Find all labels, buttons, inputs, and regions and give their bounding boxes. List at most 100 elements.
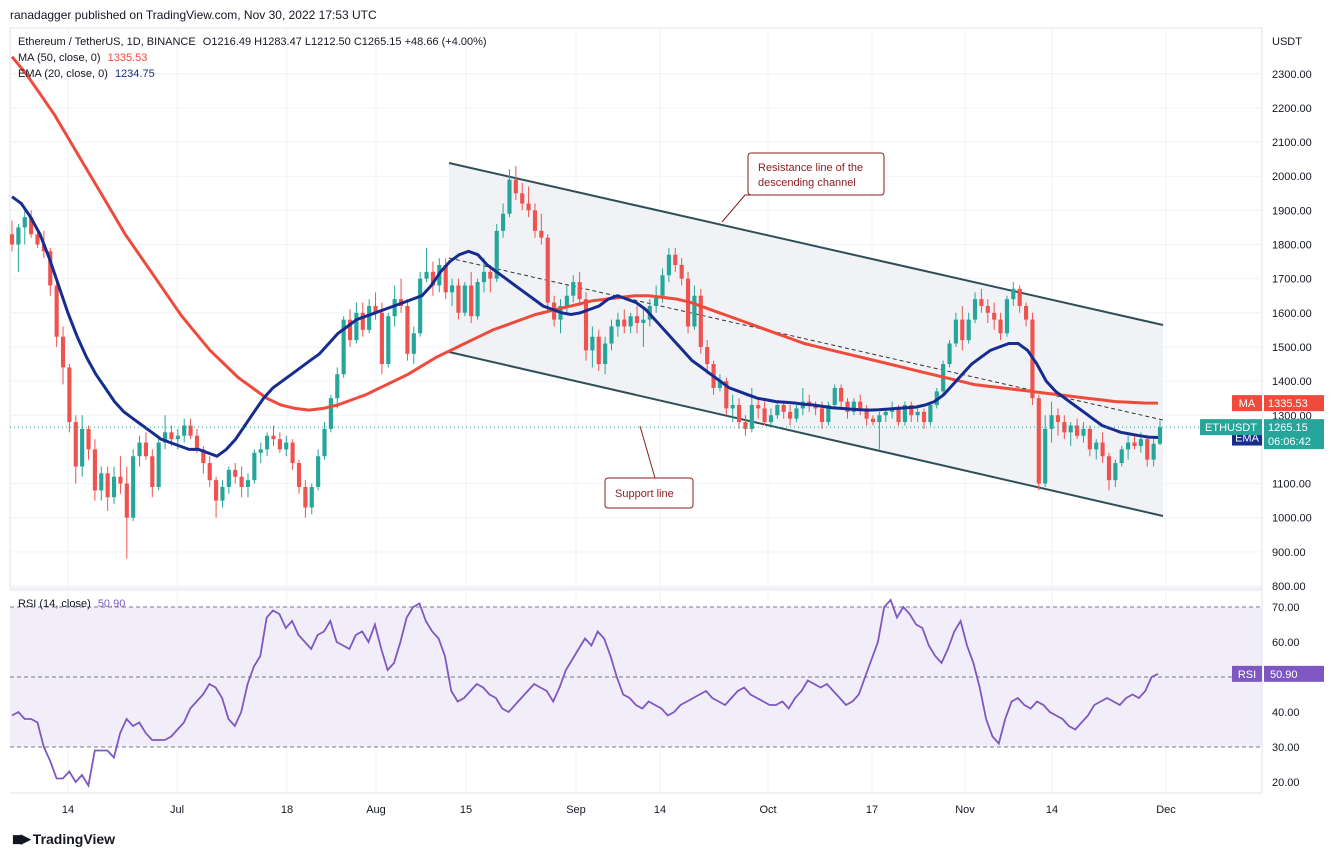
- price-tick-label: 1900.00: [1272, 205, 1312, 217]
- candle-body: [86, 428, 91, 450]
- price-countdown-box: [1264, 419, 1324, 450]
- candle-body: [309, 486, 314, 508]
- support-callout-pointer: [639, 425, 656, 479]
- candle-body: [532, 210, 538, 231]
- candle-body: [456, 285, 461, 313]
- candle-body: [775, 405, 780, 416]
- price-unit-label: USDT: [1272, 36, 1302, 48]
- candle-body: [724, 381, 729, 409]
- ma-price-badge-tag-label: MA: [1239, 398, 1256, 410]
- tradingview-brand[interactable]: ◼▶ TradingView: [12, 831, 115, 847]
- candle-body: [252, 452, 257, 481]
- price-axis[interactable]: USDT 2300.00 2200.00 2100.00 2000.00 1900.00 1…: [1200, 36, 1324, 593]
- candle-body: [430, 271, 436, 286]
- current-price-badge[interactable]: ETHUSDT 1265.15 06:06:42: [1200, 419, 1324, 450]
- candle-body: [717, 381, 723, 388]
- candle-body: [762, 408, 767, 423]
- candle-body: [271, 435, 276, 440]
- candle-body: [513, 179, 518, 194]
- candle-body: [150, 456, 155, 487]
- price-tick-label: 2100.00: [1272, 137, 1312, 149]
- ohlc-values: O1216.49 H1283.47 L1212.50 C1265.15 +48.…: [202, 36, 487, 48]
- candle-body: [501, 213, 506, 231]
- price-tick-label: 900.00: [1272, 547, 1306, 559]
- ma-price-badge-tag: [1232, 395, 1262, 412]
- candle-body: [131, 456, 136, 518]
- time-axis[interactable]: 14 Jul 18 Aug 15 Sep 14 Oct 17 Nov 14 Dec: [62, 804, 1176, 816]
- candle-body: [367, 305, 372, 330]
- candle-body: [418, 278, 423, 334]
- candle-body: [162, 432, 168, 443]
- candle-body: [915, 411, 920, 416]
- candle-body: [54, 285, 59, 337]
- resistance-callout-text: descending channel: [758, 177, 856, 189]
- candle-body: [284, 442, 289, 450]
- candle-body: [972, 299, 978, 320]
- price-tick-label: 1000.00: [1272, 513, 1312, 525]
- candle-body: [60, 336, 66, 368]
- candle-body: [360, 312, 365, 330]
- candle-body: [156, 442, 161, 487]
- candle-body: [1004, 299, 1010, 334]
- candle-body: [526, 203, 531, 211]
- rsi-tick-label: 30.00: [1272, 742, 1300, 754]
- time-tick-label: 14: [654, 804, 666, 816]
- candle-body: [839, 387, 844, 402]
- candle-body: [539, 230, 544, 238]
- candle-body: [864, 408, 869, 419]
- candle-body: [277, 439, 282, 450]
- candle-body: [781, 405, 786, 412]
- candle-body: [290, 442, 295, 464]
- price-tick-label: 1800.00: [1272, 240, 1312, 252]
- candle-body: [590, 336, 595, 351]
- candle-body: [966, 319, 971, 341]
- candle-body: [947, 343, 952, 365]
- candle-body: [411, 333, 416, 354]
- price-tick-label: 2000.00: [1272, 171, 1312, 183]
- ema-legend[interactable]: EMA (20, close, 0) 1234.75: [18, 68, 155, 80]
- candle-body: [29, 217, 34, 235]
- candle-body: [603, 343, 608, 365]
- ma-price-badge[interactable]: MA 1335.53: [1232, 395, 1324, 412]
- symbol-legend: Ethereum / TetherUS, 1D, BINANCE O1216.4…: [18, 36, 487, 48]
- candle-body: [1036, 398, 1041, 484]
- candle-body: [1062, 422, 1067, 433]
- candle-body: [1126, 442, 1131, 450]
- price-tick-label: 1100.00: [1272, 479, 1311, 491]
- symbol-tag-label: ETHUSDT: [1205, 422, 1257, 434]
- candle-body: [615, 319, 620, 327]
- candle-body: [48, 251, 53, 286]
- rsi-badge-value: 50.90: [1270, 669, 1298, 681]
- candle-body: [870, 418, 876, 423]
- candle-body: [730, 405, 735, 409]
- rsi-badge-value-box: [1264, 665, 1324, 682]
- candle-body: [1081, 428, 1086, 436]
- rsi-legend-label: RSI (14, close): [18, 598, 91, 610]
- candle-body: [756, 405, 761, 409]
- candle-body: [622, 319, 627, 327]
- time-tick-label: 17: [866, 804, 878, 816]
- candle-body: [475, 282, 480, 317]
- rsi-badge-label: RSI: [1238, 669, 1256, 681]
- rsi-legend[interactable]: RSI (14, close) 50.90: [18, 598, 125, 610]
- ma-price-badge-value-box: [1264, 395, 1324, 412]
- candle-body: [705, 346, 710, 365]
- symbol-name[interactable]: Ethereum / TetherUS, 1D, BINANCE: [18, 36, 196, 48]
- publisher-line: ranadagger published on TradingView.com,…: [10, 8, 377, 22]
- candle-body: [449, 285, 455, 293]
- candle-body: [239, 476, 244, 487]
- candle-body: [124, 483, 129, 518]
- ma-legend[interactable]: MA (50, close, 0) 1335.53: [18, 52, 147, 64]
- candle-body: [768, 415, 774, 423]
- rsi-tick-label: 70.00: [1272, 602, 1300, 614]
- candle-body: [424, 271, 429, 279]
- candle-body: [99, 473, 104, 491]
- ema-price-badge-tag-label: EMA: [1235, 433, 1260, 445]
- candle-body: [379, 312, 384, 365]
- candle-body: [214, 480, 219, 501]
- candle-body: [953, 319, 958, 344]
- candle-body: [1023, 305, 1029, 320]
- price-tick-label: 1500.00: [1272, 342, 1312, 354]
